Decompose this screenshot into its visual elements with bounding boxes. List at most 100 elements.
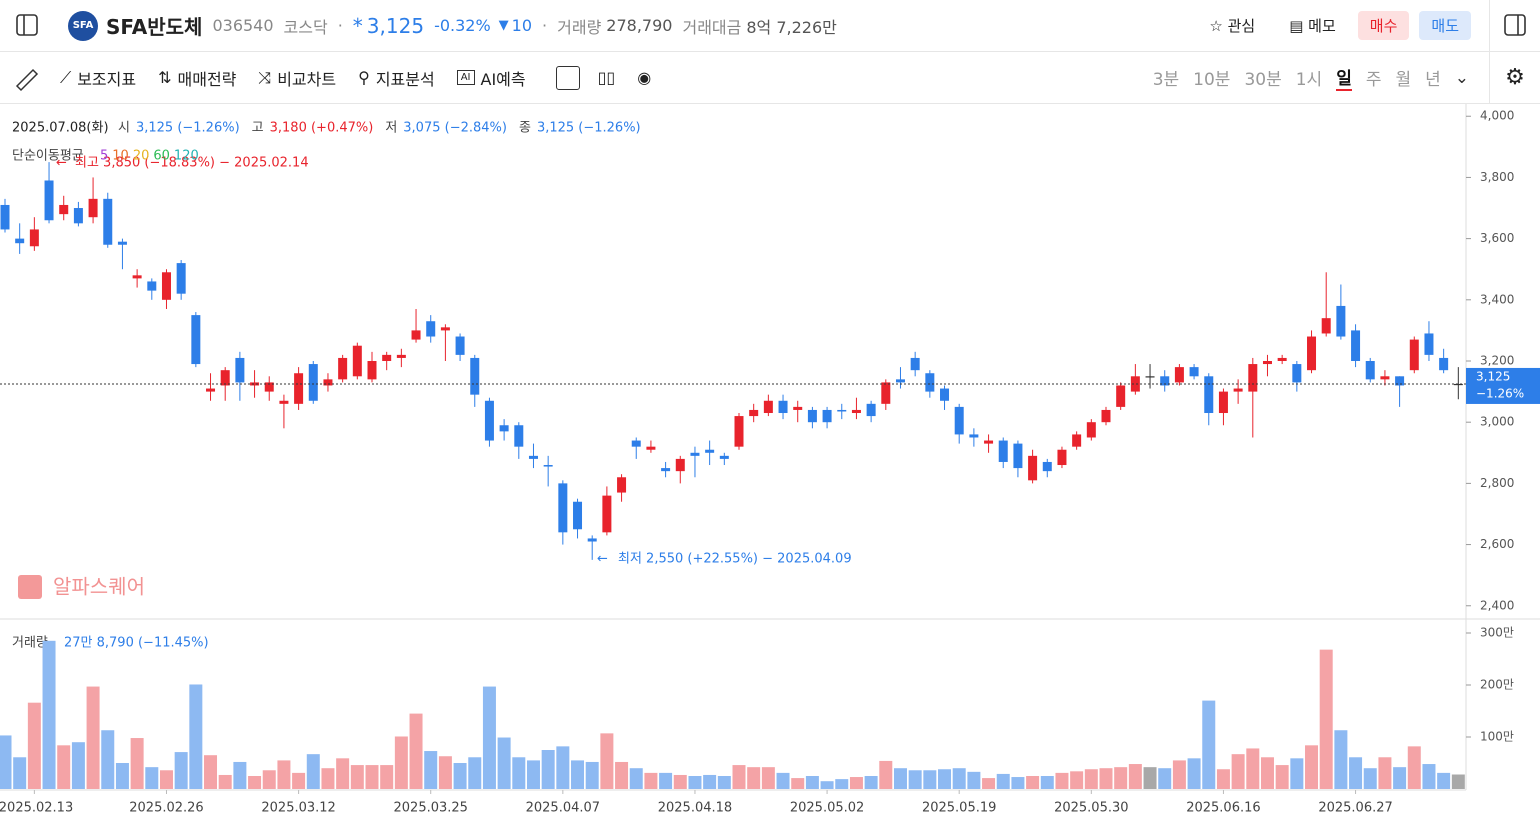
volume-bar — [1407, 746, 1421, 789]
volume-legend: 거래량 — [12, 636, 48, 651]
period[interactable]: 주 — [1365, 70, 1382, 90]
period[interactable]: 10분 — [1193, 70, 1231, 90]
volume-bar — [644, 772, 658, 789]
watch-button[interactable]: ☆ 관심 — [1209, 17, 1256, 35]
ma-period: 10 — [112, 149, 129, 164]
volume-bar — [0, 735, 12, 789]
y-tick-label: 4,000 — [1480, 109, 1514, 123]
volume-bar — [1305, 745, 1319, 789]
candle-body — [440, 327, 450, 331]
toolbar: ⟋ 보조지표 ⇅ 매매전략 ⤨ 비교차트 ⚲ 지표분석 AI AI예측 ▯▯ ◉ … — [0, 51, 1540, 104]
volume-bar — [321, 768, 335, 789]
candle-body — [925, 373, 935, 392]
tool[interactable]: ⤨ 비교차트 — [258, 67, 337, 89]
candle-body — [895, 379, 905, 383]
watermark-logo — [18, 575, 42, 599]
volume-bar — [380, 765, 394, 789]
tool-label: 지표분석 — [375, 69, 435, 89]
period[interactable]: 30분 — [1244, 70, 1282, 90]
volume-bar — [1172, 760, 1186, 789]
volume-bar — [1451, 774, 1465, 789]
candle-body — [44, 180, 54, 221]
volume-bar — [849, 777, 863, 789]
buy-button[interactable]: 매수 — [1357, 11, 1410, 40]
volume-bar — [526, 760, 540, 789]
candle-body — [1086, 422, 1096, 438]
volume-bar — [1055, 772, 1069, 789]
candle-body — [1013, 443, 1023, 469]
high-annotation: 최고 3,850 (−18.83%) − 2025.02.14 — [75, 156, 309, 171]
volume-bar — [482, 686, 496, 789]
volume-bar — [864, 776, 878, 789]
candle-body — [1130, 376, 1140, 392]
volume-bar — [27, 702, 41, 789]
y-tick-label: 300만 — [1480, 626, 1514, 640]
volume-bar — [761, 767, 775, 789]
y-tick-label: 100만 — [1480, 730, 1514, 744]
info-label: 저 — [385, 121, 397, 136]
candle-body — [1072, 434, 1082, 447]
tool[interactable]: ⚲ 지표분석 — [358, 66, 435, 90]
dropdown[interactable]: ⌄ — [1454, 67, 1469, 88]
panel-icon[interactable] — [1489, 0, 1540, 52]
tool-label: AI예측 — [480, 69, 526, 89]
settings-icon[interactable]: ⚙ — [1489, 51, 1540, 104]
y-tick-label: 2,800 — [1480, 476, 1514, 490]
info-value: 3,075 (−2.84%) — [403, 121, 507, 136]
candle-body — [1292, 364, 1302, 383]
period[interactable]: 3분 — [1152, 70, 1180, 90]
tool[interactable]: ⟋ 보조지표 — [60, 67, 137, 89]
volume-bar — [453, 763, 467, 789]
volume-bar — [394, 736, 408, 789]
candle-body — [573, 501, 583, 530]
volume-bar — [1114, 767, 1128, 789]
volume-bar — [732, 765, 746, 789]
box-icon[interactable] — [555, 65, 580, 90]
candle-body — [1218, 391, 1228, 414]
volume-bar — [1143, 767, 1157, 789]
sidebar-icon[interactable] — [0, 0, 54, 52]
draw-icon[interactable] — [0, 52, 60, 104]
candle-body — [1174, 367, 1184, 383]
candle-body — [1380, 376, 1390, 380]
volume-bar — [159, 770, 173, 789]
volume-bar — [71, 742, 85, 789]
volume-bar — [365, 765, 379, 789]
period[interactable]: 월 — [1395, 70, 1412, 90]
period[interactable]: 1시 — [1295, 70, 1323, 90]
stock-name: SFA반도체 — [106, 15, 203, 39]
volume-label: 거래량 — [557, 17, 602, 37]
x-tick-label: 2025.06.16 — [1186, 801, 1260, 816]
candle-body — [822, 409, 832, 423]
volume-bar — [204, 755, 218, 789]
candle-body — [910, 357, 920, 371]
amount: 8억 7,226만 — [746, 17, 837, 37]
sell-button[interactable]: 매도 — [1419, 11, 1471, 40]
candle-body — [984, 440, 994, 444]
market: 코스닥 — [283, 17, 328, 37]
amount-label: 거래대금 — [682, 17, 742, 37]
period-active[interactable]: 일 — [1336, 64, 1352, 91]
volume-bar — [673, 774, 687, 789]
volume-bar — [791, 778, 805, 789]
tool[interactable]: ⇅ 매매전략 — [158, 66, 236, 90]
candle-body — [675, 458, 685, 472]
period[interactable]: 년 — [1425, 70, 1441, 90]
volume-bar — [659, 772, 673, 789]
volume-bar — [1099, 768, 1113, 789]
candle-body — [1365, 361, 1375, 380]
tool-label: 비교차트 — [277, 69, 337, 89]
memo-button[interactable]: ▤ 메모 — [1289, 17, 1336, 35]
candle-body — [631, 440, 641, 447]
candle-body — [499, 425, 509, 432]
candle-body — [778, 400, 788, 414]
candle-icon[interactable]: ▯▯ — [597, 68, 616, 87]
volume-bar — [189, 684, 203, 789]
candle-body — [1248, 364, 1258, 392]
candle-body — [1277, 357, 1287, 361]
volume-bar — [1260, 757, 1274, 789]
candle-body — [470, 357, 480, 395]
tool[interactable]: AI AI예측 — [456, 66, 526, 90]
camera-icon[interactable]: ◉ — [637, 68, 652, 87]
volume-bar — [350, 765, 364, 789]
